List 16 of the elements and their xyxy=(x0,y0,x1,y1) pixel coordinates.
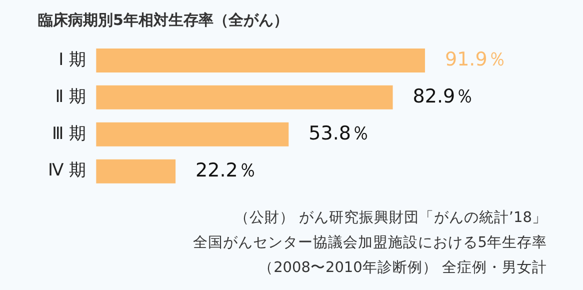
data-label: 53.8％ xyxy=(308,122,370,144)
bar xyxy=(96,122,289,146)
data-label: 91.9％ xyxy=(444,48,506,70)
text: （2008〜2010年診断例） 全症例・男女計 xyxy=(258,258,547,278)
y-tick-label: Ⅳ 期 xyxy=(48,160,86,181)
bar xyxy=(96,85,393,110)
bar xyxy=(96,48,425,72)
y-tick-label: Ⅲ 期 xyxy=(52,124,86,144)
data-label: 82.9％ xyxy=(412,85,474,108)
chart-title: 臨床病期別5年相対生存率（全がん） xyxy=(38,10,288,29)
text: （公財） がん研究振興財団「がんの統計’18」 xyxy=(233,208,547,228)
text: 全国がんセンター協議会加盟施設における5年生存率 xyxy=(192,234,547,253)
y-tick-label: Ⅱ 期 xyxy=(55,86,86,107)
y-tick-label: Ⅰ 期 xyxy=(58,50,86,70)
bar xyxy=(96,159,176,184)
data-label: 22.2％ xyxy=(196,159,257,182)
